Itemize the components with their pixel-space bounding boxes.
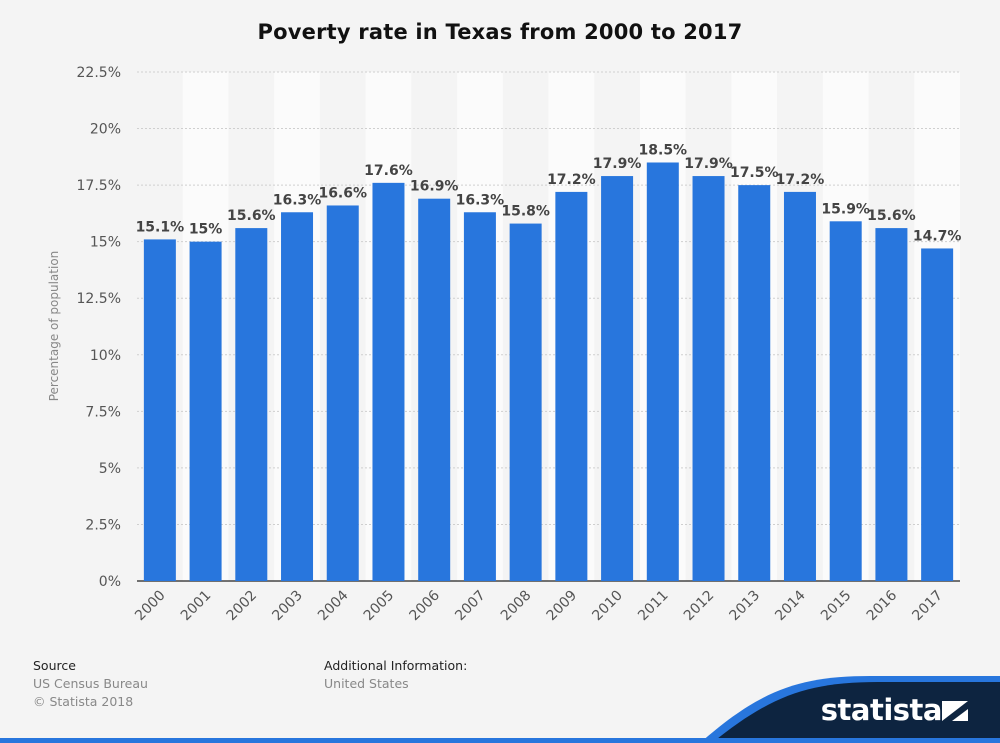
data-label: 17.2% (776, 172, 825, 188)
statista-logo[interactable]: statista (820, 693, 943, 727)
bar[interactable] (463, 212, 496, 581)
bar[interactable] (646, 162, 679, 581)
data-label: 15.1% (136, 219, 185, 235)
additional-info-label: Additional Information: (324, 658, 468, 673)
statista-flag-icon (942, 701, 968, 721)
additional-info-value: United States (324, 676, 409, 691)
data-label: 15.8% (501, 204, 550, 220)
bar[interactable] (509, 223, 542, 581)
bar[interactable] (143, 239, 176, 581)
y-tick-label: 20% (90, 122, 121, 138)
data-label: 16.3% (456, 192, 505, 208)
data-label: 14.7% (913, 228, 962, 244)
source-line[interactable]: US Census Bureau (33, 676, 148, 691)
data-label: 15% (189, 222, 223, 238)
value-labels: 15.1% 15%15.6%16.3%16.6%17.6%16.9%16.3%15… (136, 142, 962, 244)
bar[interactable] (601, 176, 634, 581)
source-label: Source (33, 658, 76, 673)
bar[interactable] (326, 205, 359, 581)
bar[interactable] (875, 228, 908, 582)
source-block: Source US Census Bureau © Statista 2018 (33, 658, 148, 709)
gridlines (137, 71, 960, 582)
data-label: 16.9% (410, 179, 459, 195)
data-label: 15.6% (867, 208, 916, 224)
y-axis-label: Percentage of population (47, 251, 61, 402)
bar[interactable] (281, 212, 314, 581)
bar[interactable] (555, 191, 588, 582)
data-label: 18.5% (639, 142, 688, 158)
y-tick-label: 10% (90, 348, 121, 364)
chart-title: Poverty rate in Texas from 2000 to 2017 (257, 20, 743, 44)
data-label: 17.9% (593, 156, 642, 172)
y-tick-label: 2.5% (85, 517, 121, 533)
y-tick-label: 0% (99, 574, 121, 590)
data-label: 17.6% (364, 163, 413, 179)
data-label: 16.3% (273, 192, 322, 208)
y-tick-label: 15% (90, 235, 121, 251)
copyright-line: © Statista 2018 (33, 694, 134, 709)
bar[interactable] (189, 241, 222, 581)
bar[interactable] (783, 191, 816, 582)
bars (143, 162, 954, 582)
data-label: 15.6% (227, 208, 276, 224)
data-label: 17.2% (547, 172, 596, 188)
data-label: 17.9% (684, 156, 733, 172)
data-label: 17.5% (730, 165, 779, 181)
y-tick-labels: 0% 2.5% 5% 7.5% 10% 12.5% 15% 17.5% 20% 22.5% (77, 65, 121, 590)
data-label: 16.6% (318, 185, 367, 201)
y-tick-label: 17.5% (77, 178, 121, 194)
bar[interactable] (829, 221, 862, 581)
y-tick-label: 22.5% (77, 65, 121, 81)
y-tick-label: 7.5% (85, 404, 121, 420)
data-label: 15.9% (821, 201, 870, 217)
bar[interactable] (738, 185, 771, 581)
y-tick-label: 12.5% (77, 291, 121, 307)
bar[interactable] (692, 176, 725, 581)
bar[interactable] (921, 248, 954, 581)
bar[interactable] (372, 182, 405, 582)
bar[interactable] (235, 228, 268, 582)
y-tick-label: 5% (99, 461, 121, 477)
bar[interactable] (418, 198, 451, 581)
additional-info-block: Additional Information: United States (324, 658, 467, 691)
